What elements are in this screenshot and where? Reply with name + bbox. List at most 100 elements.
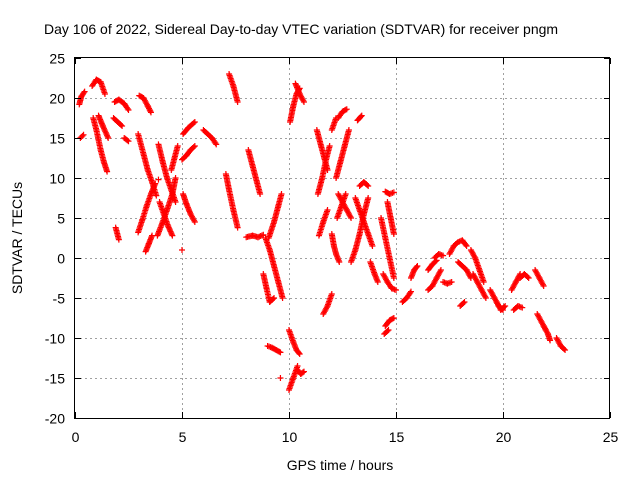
data-point-marker — [279, 295, 286, 301]
series-s10 — [136, 92, 154, 116]
data-point-marker — [167, 228, 174, 235]
data-point-marker — [168, 231, 175, 238]
data-point-marker — [437, 268, 444, 275]
data-point-marker — [460, 300, 467, 306]
series-s43 — [335, 106, 350, 121]
data-point-marker — [462, 241, 469, 248]
series-s34 — [292, 80, 307, 105]
data-point-marker — [562, 347, 569, 353]
series-s71 — [493, 299, 509, 313]
data-point-marker — [347, 213, 354, 220]
data-point-marker — [179, 247, 185, 253]
series-s18 — [155, 176, 162, 183]
series-s66 — [455, 259, 474, 281]
series-s77 — [540, 323, 554, 344]
series-s05 — [95, 112, 112, 141]
data-point-marker — [342, 106, 349, 113]
data-point-marker — [213, 141, 220, 148]
data-point-marker — [539, 281, 546, 288]
series-s65 — [446, 237, 470, 257]
data-point-marker — [524, 274, 531, 280]
data-point-marker — [440, 252, 447, 259]
series-s57 — [382, 315, 397, 329]
data-point-marker — [328, 291, 335, 297]
series-s40 — [315, 207, 331, 239]
data-point-marker — [165, 223, 172, 229]
series-s21 — [180, 191, 198, 225]
data-point-marker — [365, 195, 372, 201]
data-point-marker — [172, 175, 179, 181]
data-point-marker — [540, 283, 547, 289]
chart-title: Day 106 of 2022, Sidereal Day-to-day VTE… — [44, 21, 558, 37]
series-s48 — [348, 195, 372, 265]
data-point-marker — [369, 243, 376, 249]
data-point-marker — [147, 109, 154, 116]
series-s78 — [553, 335, 569, 353]
data-point-marker — [324, 207, 331, 213]
data-point-marker — [153, 192, 160, 199]
series-s27 — [243, 231, 267, 241]
x-tick-label: 20 — [496, 429, 512, 445]
series-s03 — [89, 76, 108, 97]
data-point-marker — [212, 140, 219, 147]
y-axis-label: SDTVAR / TECUs — [9, 182, 25, 294]
y-tick-label: -10 — [45, 331, 65, 347]
data-point-marker — [80, 131, 87, 138]
series-s63 — [431, 251, 447, 261]
series-s44 — [333, 127, 352, 181]
data-point-marker — [191, 217, 198, 224]
x-tick-label: 5 — [179, 429, 187, 445]
data-point-marker — [190, 144, 197, 150]
data-point-marker — [448, 279, 455, 285]
series-s64 — [440, 279, 455, 287]
data-point-marker — [234, 99, 241, 105]
data-point-marker — [269, 296, 276, 302]
data-point-marker — [463, 243, 470, 249]
data-point-marker — [144, 101, 151, 108]
data-point-marker — [105, 135, 112, 141]
data-point-marker — [104, 168, 111, 175]
series-s75 — [532, 267, 547, 289]
data-point-marker — [124, 105, 131, 112]
y-tick-label: 10 — [49, 171, 65, 187]
data-point-marker — [414, 263, 421, 269]
x-axis-label: GPS time / hours — [287, 457, 394, 473]
data-point-marker — [174, 143, 181, 149]
data-point-marker — [155, 176, 162, 183]
data-point-marker — [384, 328, 391, 334]
series-s32 — [277, 375, 284, 381]
data-point-marker — [147, 108, 154, 115]
data-point-marker — [125, 138, 132, 145]
data-point-marker — [277, 375, 284, 381]
axis-ticks: -20 -15 -10 -5 0 5 10 15 20 25 0 5 10 15 20 25 — [45, 51, 619, 446]
series-s19 — [179, 247, 185, 253]
data-point-marker — [348, 215, 355, 221]
data-point-marker — [357, 113, 364, 120]
data-point-marker — [390, 315, 397, 321]
data-point-marker — [471, 253, 478, 260]
x-tick-label: 25 — [603, 429, 619, 445]
series-s47 — [328, 231, 343, 265]
data-point-marker — [81, 88, 88, 95]
data-point-marker — [502, 303, 509, 309]
series-s26 — [245, 147, 264, 197]
series-s17 — [168, 143, 181, 173]
data-point-marker — [80, 89, 87, 96]
series-s06 — [110, 115, 126, 129]
plot-frame — [74, 57, 610, 419]
data-point-marker — [234, 224, 241, 231]
data-point-marker — [544, 329, 551, 336]
series-s24 — [226, 71, 241, 105]
series-s23 — [200, 127, 220, 148]
data-point-marker — [547, 337, 554, 344]
series-s41 — [320, 291, 335, 317]
y-tick-label: -15 — [45, 371, 65, 387]
data-point-marker — [407, 288, 414, 295]
data-point-marker — [501, 304, 508, 310]
y-tick-label: 15 — [49, 131, 65, 147]
series-s29 — [260, 271, 278, 305]
data-point-marker — [79, 132, 86, 139]
data-point-marker — [519, 304, 526, 311]
series-s25 — [222, 171, 241, 231]
data-point-marker — [191, 219, 198, 225]
